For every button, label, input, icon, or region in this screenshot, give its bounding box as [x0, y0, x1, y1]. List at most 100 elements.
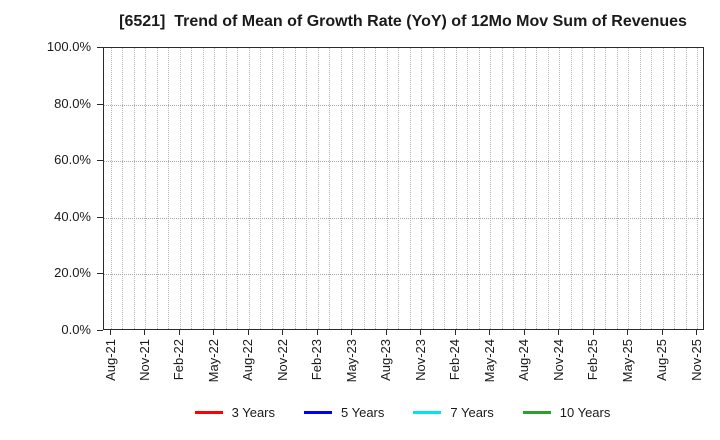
- vertical-gridline: [283, 48, 285, 329]
- x-tick-label-text: Nov-24: [550, 339, 566, 381]
- legend-item-10-years: 10 Years: [522, 405, 611, 420]
- vertical-gridline: [409, 48, 411, 329]
- legend-item-3-years: 3 Years: [194, 405, 275, 420]
- y-tick-mark: [96, 273, 103, 274]
- x-tick-mark: [282, 329, 284, 335]
- x-tick-label-text: Nov-25: [688, 339, 704, 381]
- legend-label: 10 Years: [559, 405, 611, 420]
- y-tick-label: 0.0%: [61, 321, 91, 337]
- vertical-gridline: [639, 48, 641, 329]
- vertical-gridline: [582, 48, 584, 329]
- vertical-gridline: [685, 48, 687, 329]
- vertical-gridline: [133, 48, 135, 329]
- x-tick-label-text: May-23: [343, 339, 359, 383]
- x-tick-mark: [385, 329, 387, 335]
- vertical-gridline: [559, 48, 561, 329]
- y-tick-label: 100.0%: [46, 39, 91, 54]
- vertical-gridline: [501, 48, 503, 329]
- x-tick-mark: [316, 329, 318, 335]
- vertical-gridline: [122, 48, 124, 329]
- x-tick-label-text: Feb-24: [447, 339, 463, 381]
- vertical-gridline: [432, 48, 434, 329]
- vertical-gridline: [386, 48, 388, 329]
- plot-area: [102, 47, 704, 330]
- legend-line-swatch: [304, 411, 332, 414]
- x-tick-label-text: Aug-21: [102, 339, 118, 381]
- x-tick-label-text: Feb-23: [309, 339, 325, 381]
- y-tick-label: 20.0%: [54, 265, 91, 280]
- x-tick-mark: [110, 329, 111, 335]
- vertical-gridline: [317, 48, 319, 329]
- y-tick-label: 60.0%: [54, 152, 91, 167]
- x-tick-mark: [558, 329, 560, 335]
- legend-item-5-years: 5 Years: [304, 405, 384, 420]
- y-tick-label: 80.0%: [54, 95, 91, 111]
- legend-item-7-years: 7 Years: [413, 405, 494, 420]
- vertical-gridline: [651, 48, 653, 329]
- x-tick-label-text: May-22: [205, 339, 221, 383]
- vertical-gridline: [398, 48, 400, 329]
- x-tick-label-text: May-24: [481, 339, 497, 383]
- vertical-gridline: [156, 48, 158, 329]
- horizontal-gridline: [103, 161, 703, 162]
- x-tick-mark: [661, 329, 663, 335]
- horizontal-gridline: [103, 274, 703, 275]
- legend: 3 Years 5 Years 7 Years 10 Years: [102, 405, 703, 420]
- x-tick-mark: [696, 329, 697, 335]
- x-tick-label-text: Nov-23: [412, 339, 428, 381]
- x-tick-mark: [178, 329, 180, 335]
- x-tick-label-text: Nov-22: [274, 339, 290, 381]
- x-tick-mark: [523, 329, 525, 335]
- x-tick-label-text: Aug-25: [654, 339, 670, 381]
- y-tick-mark: [96, 329, 103, 331]
- legend-label: 5 Years: [341, 405, 385, 420]
- vertical-gridline: [225, 48, 227, 329]
- vertical-gridline: [214, 48, 216, 329]
- horizontal-gridline: [103, 217, 703, 219]
- legend-line-swatch: [413, 411, 442, 414]
- vertical-gridline: [455, 48, 457, 329]
- vertical-gridline: [478, 48, 480, 329]
- vertical-gridline: [168, 48, 170, 329]
- vertical-gridline: [352, 48, 354, 329]
- x-tick-mark: [144, 329, 146, 335]
- x-tick-mark: [213, 329, 215, 335]
- x-tick-label: Nov-25: [689, 337, 720, 381]
- y-tick-mark: [96, 47, 103, 48]
- vertical-gridline: [248, 48, 250, 329]
- vertical-gridline: [202, 48, 204, 329]
- x-tick-label-text: Aug-24: [516, 339, 532, 381]
- y-tick-mark: [96, 216, 103, 218]
- vertical-gridline: [363, 48, 365, 329]
- x-tick-label-text: Feb-25: [585, 339, 601, 381]
- x-tick-mark: [420, 329, 422, 335]
- legend-label: 3 Years: [231, 405, 275, 420]
- x-tick-label-text: Feb-22: [171, 339, 187, 381]
- legend-label: 7 Years: [450, 405, 494, 420]
- chart-title: [6521] Trend of Mean of Growth Rate (YoY…: [119, 13, 687, 30]
- y-tick-mark: [96, 103, 103, 105]
- legend-line-swatch: [522, 411, 551, 414]
- x-tick-label-text: May-25: [619, 339, 635, 383]
- x-tick-mark: [351, 329, 353, 335]
- legend-line-swatch: [194, 411, 223, 414]
- vertical-gridline: [306, 48, 308, 329]
- vertical-gridline: [513, 48, 515, 329]
- vertical-gridline: [524, 48, 526, 329]
- x-tick-mark: [627, 329, 629, 335]
- vertical-gridline: [145, 48, 147, 329]
- x-tick-label-text: Aug-22: [240, 339, 256, 381]
- vertical-gridline: [340, 48, 342, 329]
- x-tick-mark: [592, 329, 594, 335]
- horizontal-gridline: [103, 104, 703, 106]
- vertical-gridline: [616, 48, 618, 329]
- y-tick-label: 40.0%: [54, 208, 91, 224]
- x-tick-mark: [247, 329, 249, 335]
- x-tick-mark: [489, 329, 491, 335]
- x-tick-mark: [454, 329, 456, 335]
- y-tick-mark: [96, 160, 103, 161]
- vertical-gridline: [674, 48, 676, 329]
- x-tick-label-text: Aug-23: [378, 339, 394, 381]
- vertical-gridline: [662, 48, 664, 329]
